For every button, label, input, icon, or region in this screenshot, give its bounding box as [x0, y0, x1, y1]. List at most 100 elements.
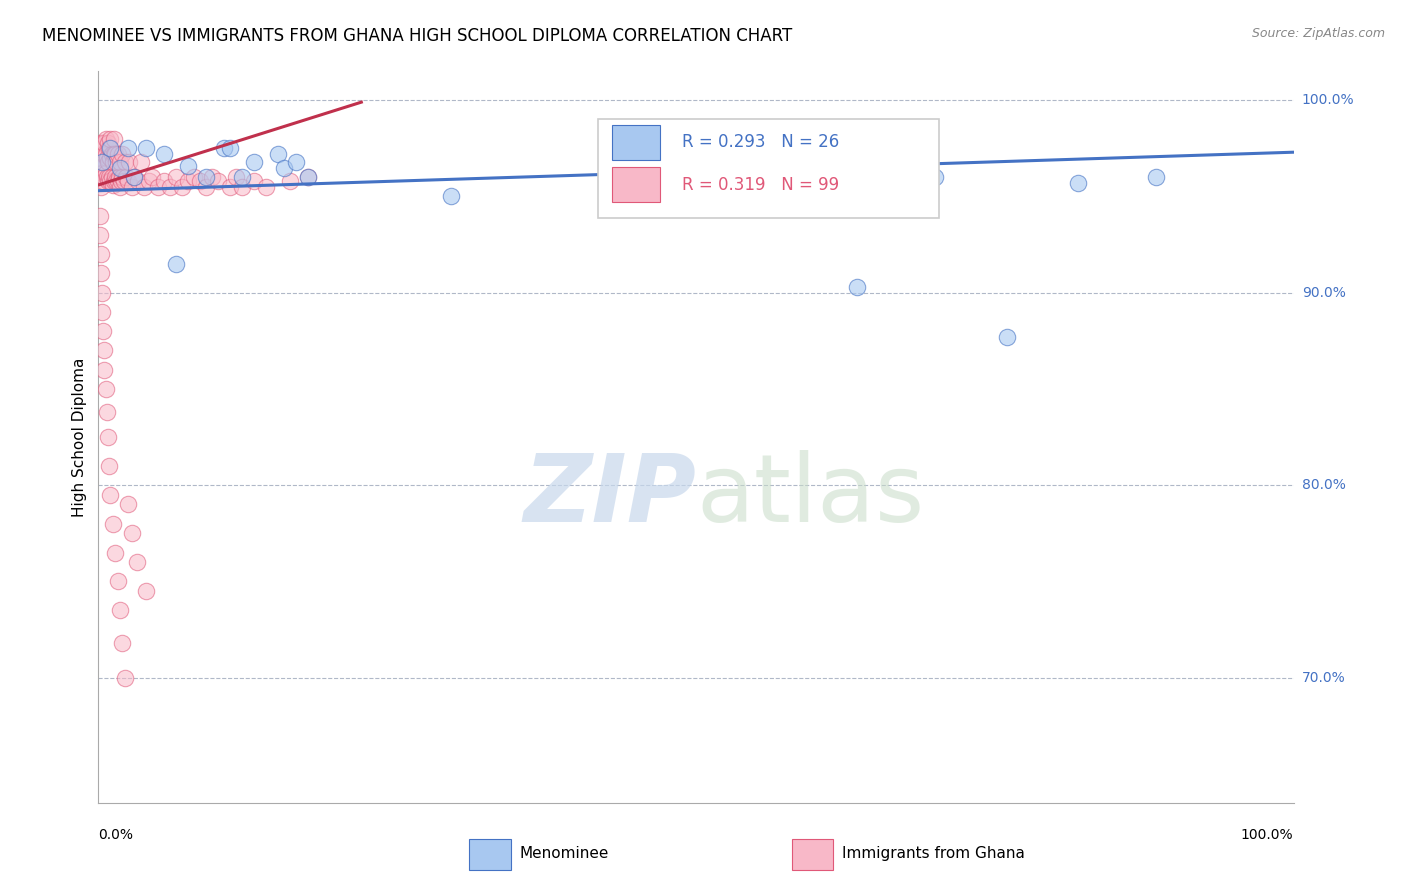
Point [141, 170, 163, 185]
Point [107, 147, 129, 161]
Point [121, 526, 143, 541]
Point [96, 170, 118, 185]
Point [98, 174, 122, 188]
Point [124, 170, 146, 185]
Point [111, 147, 134, 161]
Text: Source: ZipAtlas.com: Source: ZipAtlas.com [1251, 27, 1385, 40]
Point [104, 147, 127, 161]
Point [440, 189, 463, 203]
Point [153, 147, 176, 161]
Point [98, 151, 122, 165]
FancyBboxPatch shape [613, 125, 661, 160]
Point [98, 141, 122, 155]
Point [105, 174, 128, 188]
Point [188, 174, 211, 188]
Point [111, 170, 134, 185]
Point [101, 154, 124, 169]
Text: atlas: atlas [696, 450, 924, 541]
Point [89, 209, 111, 223]
Point [165, 170, 187, 185]
Point [135, 584, 157, 599]
Point [111, 636, 134, 650]
Point [90, 136, 112, 150]
Point [195, 170, 218, 185]
Point [103, 174, 125, 188]
Point [90, 179, 112, 194]
Point [219, 179, 242, 194]
Point [195, 179, 218, 194]
Point [98, 132, 122, 146]
Point [114, 154, 136, 169]
Point [846, 280, 869, 294]
Text: MENOMINEE VS IMMIGRANTS FROM GHANA HIGH SCHOOL DIPLOMA CORRELATION CHART: MENOMINEE VS IMMIGRANTS FROM GHANA HIGH … [42, 27, 793, 45]
Point [91, 154, 114, 169]
Text: 80.0%: 80.0% [1302, 478, 1346, 492]
Point [165, 257, 187, 271]
Point [103, 132, 125, 146]
Point [243, 174, 266, 188]
Point [104, 170, 127, 185]
Point [101, 178, 124, 192]
Point [273, 161, 295, 175]
Point [110, 174, 132, 188]
FancyBboxPatch shape [613, 167, 661, 202]
Point [96, 405, 118, 419]
Point [124, 170, 146, 185]
Point [93, 362, 115, 376]
Point [90, 247, 112, 261]
Point [89, 227, 111, 242]
Point [117, 141, 139, 155]
Point [1067, 176, 1090, 190]
Point [107, 170, 129, 185]
Point [93, 170, 115, 185]
Point [91, 324, 114, 338]
FancyBboxPatch shape [598, 119, 939, 218]
Point [89, 151, 111, 165]
Point [231, 179, 253, 194]
Point [98, 488, 122, 502]
Text: R = 0.319   N = 99: R = 0.319 N = 99 [682, 176, 839, 194]
Point [177, 174, 200, 188]
FancyBboxPatch shape [792, 839, 834, 870]
Point [219, 141, 242, 155]
Point [267, 147, 290, 161]
Point [135, 141, 157, 155]
Point [108, 603, 131, 617]
Point [297, 170, 319, 185]
Point [90, 151, 112, 165]
Point [91, 285, 114, 300]
Point [118, 154, 141, 169]
Point [112, 174, 135, 188]
Point [108, 161, 131, 175]
Point [207, 174, 229, 188]
FancyBboxPatch shape [470, 839, 510, 870]
Text: R = 0.293   N = 26: R = 0.293 N = 26 [682, 133, 839, 152]
Point [108, 179, 131, 194]
Point [117, 498, 139, 512]
Text: 70.0%: 70.0% [1302, 671, 1346, 685]
Point [132, 179, 155, 194]
Point [278, 174, 301, 188]
Point [183, 170, 205, 185]
Point [97, 174, 120, 188]
Point [284, 154, 307, 169]
Point [93, 136, 115, 150]
Point [225, 170, 247, 185]
Point [90, 267, 112, 281]
Point [125, 555, 148, 569]
Point [177, 159, 200, 173]
Point [131, 154, 153, 169]
Point [108, 154, 131, 169]
Point [121, 179, 143, 194]
Point [756, 176, 779, 190]
Point [96, 151, 118, 165]
Text: 90.0%: 90.0% [1302, 285, 1346, 300]
Point [98, 458, 121, 473]
Point [231, 170, 253, 185]
Point [212, 141, 235, 155]
Point [115, 170, 138, 185]
Point [101, 516, 124, 531]
Point [201, 170, 224, 185]
Text: Immigrants from Ghana: Immigrants from Ghana [842, 846, 1025, 861]
Point [105, 154, 128, 169]
